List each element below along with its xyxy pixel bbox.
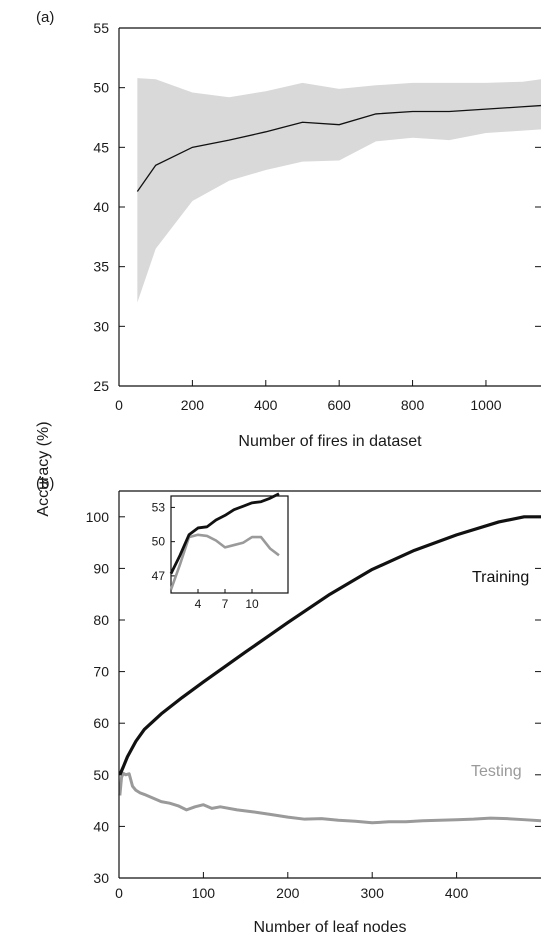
x-tick-label: 100 (192, 885, 216, 901)
y-tick-label: 40 (93, 199, 109, 215)
x-tick-label: 800 (401, 397, 425, 413)
x-tick-label: 200 (276, 885, 300, 901)
y-tick-label: 25 (93, 378, 109, 394)
y-tick-label: 47 (152, 569, 166, 583)
training-series-label: Training (472, 569, 529, 586)
accuracy-range-band (137, 78, 541, 303)
training-accuracy-line (118, 515, 541, 776)
x-axis-title-b: Number of leaf nodes (254, 919, 407, 936)
inset-training-line (169, 492, 280, 575)
panel-b-chart: 0 100 200 300 400 30 40 50 60 70 80 90 100 Training Te… (36, 475, 541, 936)
y-tick-label: 50 (93, 80, 109, 96)
x-tick-label: 0 (115, 397, 123, 413)
y-tick-label: 100 (86, 509, 110, 525)
y-tick-label: 30 (93, 870, 109, 886)
x-tick-label: 400 (254, 397, 278, 413)
x-tick-label: 200 (181, 397, 205, 413)
y-tick-label: 40 (93, 818, 109, 834)
x-tick-label: 400 (445, 885, 469, 901)
y-tick-label: 35 (93, 259, 109, 275)
panel-label-a: (a) (36, 9, 54, 26)
x-tick-label: 300 (361, 885, 385, 901)
x-tick-label: 7 (222, 597, 229, 611)
y-tick-label: 50 (93, 767, 109, 783)
x-tick-label: 1000 (470, 397, 501, 413)
x-tick-label: 0 (115, 885, 123, 901)
testing-series-label: Testing (471, 763, 522, 780)
x-tick-label: 10 (245, 597, 259, 611)
panel-a-chart: 0 200 400 600 800 1000 25 30 35 40 45 50 55 (a) Number… (36, 9, 541, 450)
testing-accuracy-line (118, 771, 541, 825)
y-tick-label: 30 (93, 318, 109, 334)
x-tick-label: 600 (327, 397, 351, 413)
y-tick-label: 53 (152, 500, 166, 514)
y-tick-label: 55 (93, 20, 109, 36)
shared-y-axis-title: Accuracy (%) (35, 421, 52, 516)
y-tick-label: 90 (93, 560, 109, 576)
y-tick-label: 45 (93, 139, 109, 155)
y-tick-label: 70 (93, 664, 109, 680)
y-tick-label: 80 (93, 612, 109, 628)
x-axis-title-a: Number of fires in dataset (238, 433, 422, 450)
panel-label-b: (b) (36, 475, 54, 492)
y-tick-label: 50 (152, 535, 166, 549)
y-tick-label: 60 (93, 715, 109, 731)
inset-frame (170, 495, 289, 594)
x-tick-label: 4 (195, 597, 202, 611)
mean-accuracy-line (136, 104, 541, 192)
